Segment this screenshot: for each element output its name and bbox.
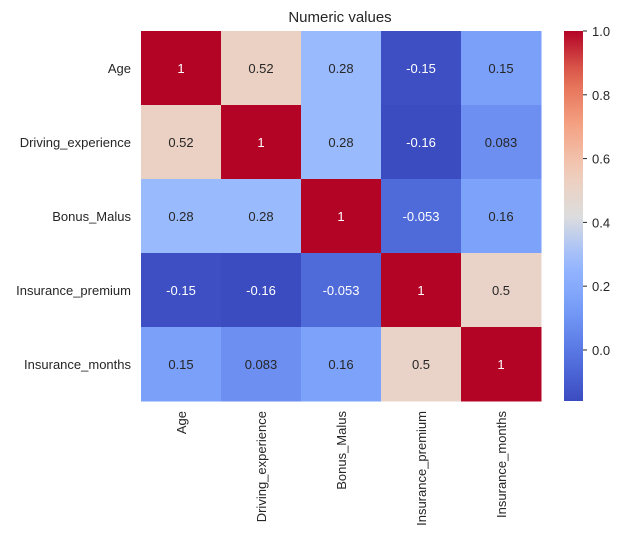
cell-value-label: -0.053 [323,283,360,298]
colorbar-tick-label: 0.4 [592,215,610,230]
cell-value-label: 0.5 [492,283,510,298]
row-tick-label: Insurance_months [24,357,131,372]
heatmap-cell [461,105,542,180]
colorbar-tick-label: 0.8 [592,88,610,103]
colorbar-tick-label: 1.0 [592,24,610,39]
heatmap-cell [141,105,222,180]
heatmap-cell [461,31,542,106]
cell-value-label: 0.28 [328,135,353,150]
heatmap-cell [301,179,382,254]
cell-value-label: -0.053 [403,209,440,224]
cell-value-label: 1 [337,209,344,224]
colorbar: 0.0 0.2 0.4 0.6 0.8 1.0 [564,24,610,401]
colorbar-tick-label: 0.2 [592,279,610,294]
column-tick-label: Insurance_premium [414,411,429,526]
cell-value-label: 0.083 [245,357,278,372]
cell-value-label: 0.16 [488,209,513,224]
row-labels: Age Driving_experience Bonus_Malus Insuranc… [16,61,131,372]
cell-value-label: -0.16 [246,283,276,298]
heatmap-cell [381,327,462,402]
chart-title: Numeric values [288,9,391,26]
row-tick-label: Age [108,61,131,76]
cell-value-label: -0.16 [406,135,436,150]
heatmap-cell [381,179,462,254]
cell-value-label: 0.28 [168,209,193,224]
colorbar-tick-label: 0.0 [592,343,610,358]
heatmap-cell [221,327,302,402]
cell-value-label: 1 [497,357,504,372]
colorbar-tick-label: 0.6 [592,152,610,167]
heatmap-cell [141,179,222,254]
heatmap-cell [461,179,542,254]
cell-value-label: 1 [417,283,424,298]
heatmap-cell [381,105,462,180]
column-labels: Age Driving_experience Bonus_Malus Insuranc… [174,411,509,526]
heatmap-cell [221,31,302,106]
cell-value-label: 0.083 [485,135,518,150]
heatmap-cell [461,327,542,402]
heatmap-cell [301,31,382,106]
cell-value-label: 0.28 [328,61,353,76]
heatmap-cell [301,105,382,180]
heatmap-cell [461,253,542,328]
heatmap-cell [141,31,222,106]
column-tick-label: Driving_experience [254,411,269,522]
cell-value-label: 0.52 [248,61,273,76]
cell-value-label: -0.15 [166,283,196,298]
heatmap-cell [221,179,302,254]
colorbar-gradient [564,31,583,401]
cell-value-label: 0.16 [328,357,353,372]
cell-value-label: 1 [257,135,264,150]
cell-value-label: 1 [177,61,184,76]
column-tick-label: Bonus_Malus [334,411,349,490]
heatmap-cell [301,253,382,328]
heatmap-cell [381,253,462,328]
row-tick-label: Bonus_Malus [52,209,131,224]
cell-value-label: 0.5 [412,357,430,372]
cell-value-label: -0.15 [406,61,436,76]
heatmap-cell [381,31,462,106]
cell-value-label: 0.15 [168,357,193,372]
cell-value-label: 0.52 [168,135,193,150]
row-tick-label: Driving_experience [20,135,131,150]
heatmap-cell [221,253,302,328]
cell-value-label: 0.15 [488,61,513,76]
row-tick-label: Insurance_premium [16,283,131,298]
heatmap-cell [141,253,222,328]
column-tick-label: Insurance_months [494,411,509,518]
heatmap-cell [141,327,222,402]
heatmap-cell [221,105,302,180]
column-tick-label: Age [174,411,189,434]
heatmap-cell [301,327,382,402]
heatmap-cells: 1 0.52 0.28 -0.15 0.15 0.52 1 0.28 -0.16 0.083 0.2… [141,31,542,402]
cell-value-label: 0.28 [248,209,273,224]
